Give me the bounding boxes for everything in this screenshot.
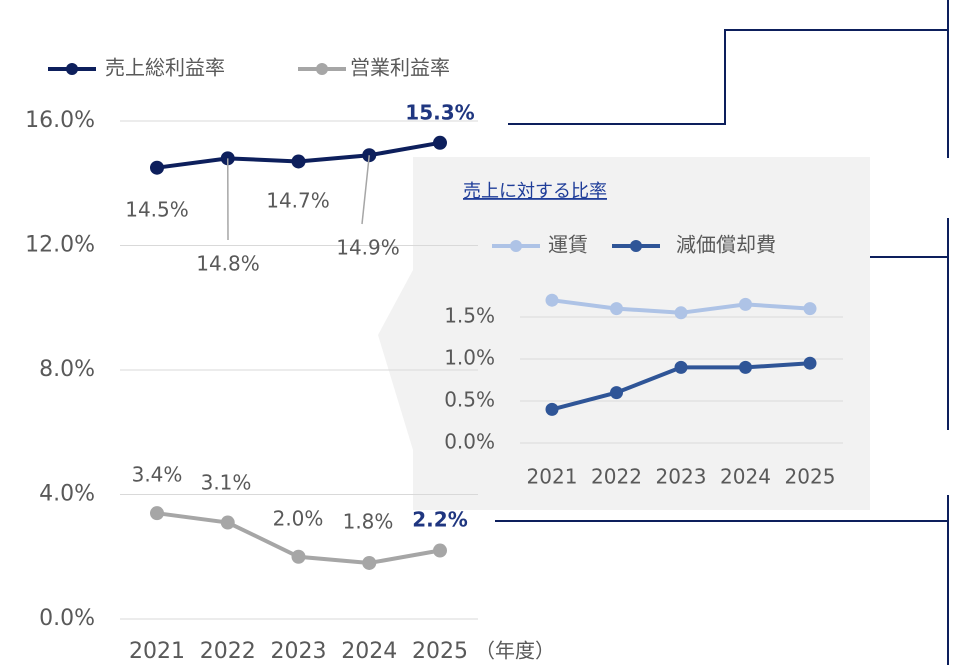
data-label: 1.8% [343, 510, 394, 534]
y-tick-label: 8.0% [39, 357, 95, 382]
brackets [495, 0, 949, 665]
legend-marker [630, 240, 642, 252]
data-point [803, 302, 817, 316]
x-tick-label: 2025 [785, 465, 836, 489]
legend-label: 売上総利益率 [105, 56, 225, 80]
y-tick-label: 1.0% [444, 346, 495, 370]
data-label: 14.8% [196, 252, 260, 276]
data-point [739, 297, 752, 311]
y-tick-label: 0.0% [444, 430, 495, 454]
data-point [674, 360, 688, 374]
y-tick-label: 12.0% [25, 233, 95, 258]
x-tick-label: 2023 [271, 639, 327, 664]
inset-title: 売上に対する比率 [463, 181, 607, 202]
legend-label: 営業利益率 [350, 56, 450, 80]
data-label: 14.7% [266, 189, 330, 213]
data-point [433, 135, 447, 150]
data-point [803, 356, 817, 370]
x-axis-label: （年度） [475, 639, 555, 663]
data-label: 3.4% [132, 463, 183, 487]
data-label: 3.1% [201, 471, 252, 495]
x-tick-label: 2023 [656, 465, 707, 489]
legend-label: 運賃 [548, 233, 588, 257]
x-tick-label: 2025 [412, 639, 468, 664]
data-point [674, 306, 688, 320]
data-point [739, 360, 752, 374]
data-point [545, 293, 559, 307]
data-point [362, 555, 377, 570]
y-tick-label: 0.0% [39, 606, 95, 631]
x-tick-label: 2022 [200, 639, 256, 664]
data-point [610, 386, 623, 400]
legend-marker [510, 240, 522, 252]
data-label: 14.5% [125, 198, 189, 222]
data-point [545, 402, 559, 416]
y-tick-label: 1.5% [444, 304, 495, 328]
x-tick-label: 2022 [591, 465, 642, 489]
x-tick-label: 2021 [129, 639, 185, 664]
data-point [610, 302, 623, 316]
bracket-line [508, 29, 948, 125]
inset-background [378, 157, 870, 510]
x-tick-label: 2024 [720, 465, 771, 489]
data-point [150, 160, 164, 175]
data-point [291, 549, 306, 564]
x-tick-label: 2024 [341, 639, 397, 664]
plots: 0.0% 4.0% 8.0% 12.0% 16.0% 2021 2022 2023 2024 20… [25, 56, 843, 664]
legend-marker [66, 63, 78, 75]
x-tick-label: 2021 [527, 465, 578, 489]
legend-marker [316, 63, 328, 75]
data-label: 15.3% [405, 101, 474, 125]
data-point [291, 154, 306, 169]
y-tick-label: 4.0% [39, 482, 95, 507]
data-point [150, 506, 164, 521]
data-label: 2.2% [412, 508, 467, 532]
y-tick-label: 16.0% [25, 108, 95, 133]
data-label: 2.0% [273, 507, 324, 531]
data-label: 14.9% [336, 236, 400, 260]
y-tick-label: 0.5% [444, 388, 495, 412]
leader-line [361, 155, 370, 225]
data-point [220, 515, 235, 530]
data-point [433, 543, 447, 558]
legend-label: 減価償却費 [676, 233, 776, 257]
